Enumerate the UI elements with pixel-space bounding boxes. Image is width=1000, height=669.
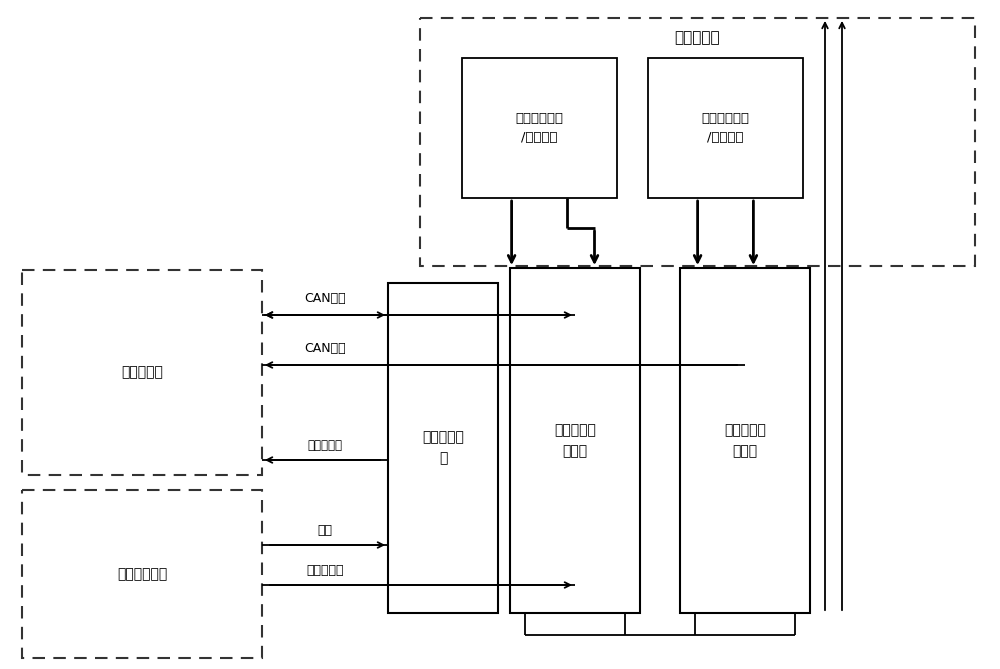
- Bar: [22, 490, 262, 658]
- Text: 电源转换模
块: 电源转换模 块: [422, 431, 464, 466]
- Bar: [510, 268, 640, 613]
- Text: 数传分系统: 数传分系统: [675, 31, 720, 45]
- Bar: [420, 18, 975, 266]
- Text: CAN总线: CAN总线: [304, 292, 346, 305]
- Text: 微光图像数据
/目标信息: 微光图像数据 /目标信息: [516, 112, 564, 144]
- Text: 红外图像数据
/目标信息: 红外图像数据 /目标信息: [702, 112, 750, 144]
- Text: 第二图像处
理单元: 第二图像处 理单元: [724, 423, 766, 458]
- Text: 供电: 供电: [318, 524, 332, 537]
- Text: 第一图像处
理单元: 第一图像处 理单元: [554, 423, 596, 458]
- Bar: [680, 268, 810, 613]
- Bar: [22, 270, 262, 475]
- Text: 开关机指令: 开关机指令: [306, 564, 344, 577]
- Bar: [388, 283, 498, 613]
- Text: 模拟量遥测: 模拟量遥测: [308, 439, 342, 452]
- Bar: [462, 58, 617, 198]
- Bar: [648, 58, 803, 198]
- Text: 星务分系统: 星务分系统: [121, 365, 163, 379]
- Text: CAN总线: CAN总线: [304, 342, 346, 355]
- Text: 供配电分系统: 供配电分系统: [117, 567, 167, 581]
